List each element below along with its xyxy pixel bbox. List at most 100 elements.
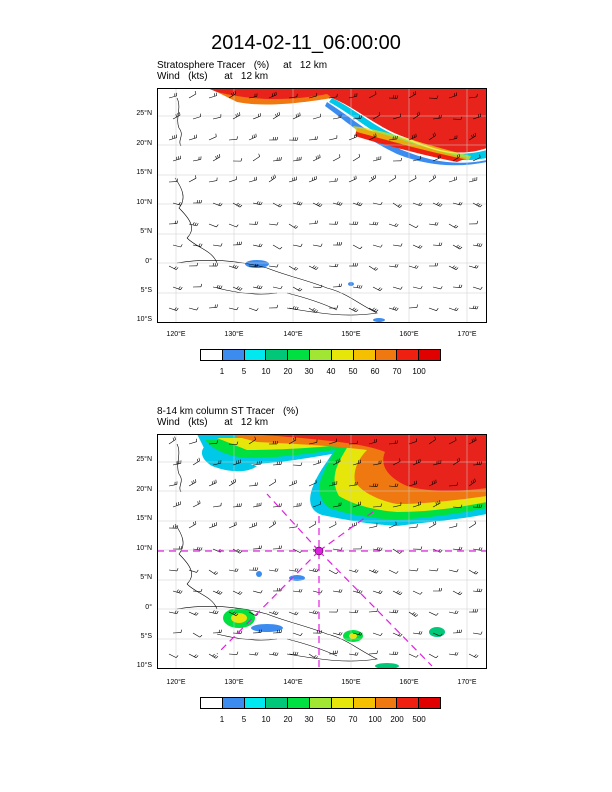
wind-barb-feather bbox=[280, 461, 282, 465]
wind-barb-feather bbox=[317, 155, 319, 159]
wind-barb-feather bbox=[460, 116, 463, 120]
wind-barb-feather bbox=[218, 629, 220, 633]
wind-barb-feather bbox=[334, 263, 337, 267]
wind-barb-feather bbox=[300, 462, 303, 466]
wind-barb bbox=[368, 93, 377, 99]
wind-barb-feather bbox=[356, 569, 359, 573]
wind-barb-feather bbox=[240, 158, 243, 162]
p2-lat-label: 15°N bbox=[136, 515, 152, 522]
p1-coastline bbox=[174, 97, 378, 316]
wind-barb-feather bbox=[319, 204, 323, 207]
wind-barb-feather bbox=[196, 612, 199, 616]
wind-barb bbox=[248, 307, 257, 311]
wind-barb bbox=[292, 548, 301, 553]
wind-barb-feather bbox=[479, 154, 481, 158]
wind-barb-feather bbox=[315, 310, 319, 313]
wind-barb-feather bbox=[276, 461, 278, 465]
p1-gridlines bbox=[157, 88, 487, 323]
wind-barb bbox=[328, 441, 337, 445]
wind-barb-feather bbox=[272, 651, 275, 655]
wind-barb-feather bbox=[394, 223, 397, 227]
wind-barb bbox=[168, 95, 177, 99]
p1-lat-label: 10°S bbox=[136, 316, 152, 323]
wind-barb bbox=[288, 223, 296, 229]
wind-barb-feather bbox=[295, 226, 299, 229]
wind-barb-feather bbox=[418, 202, 421, 206]
wind-barb bbox=[448, 138, 457, 141]
wind-barb bbox=[348, 307, 357, 313]
wind-barb-feather bbox=[420, 546, 423, 550]
wind-barb-feather bbox=[312, 265, 315, 268]
wind-barb-feather bbox=[194, 521, 197, 525]
wind-barb-feather bbox=[296, 568, 299, 572]
wind-barb-feather bbox=[312, 308, 315, 311]
wind-barb-feather bbox=[400, 157, 403, 161]
wind-barb bbox=[168, 611, 177, 614]
wind-barb-feather bbox=[358, 202, 361, 206]
wind-barb-feather bbox=[432, 175, 435, 179]
wind-barb bbox=[408, 136, 417, 141]
wind-barb-feather bbox=[271, 176, 273, 180]
wind-barb bbox=[392, 116, 401, 120]
wind-barb-feather bbox=[191, 481, 193, 485]
wind-barb bbox=[372, 202, 381, 206]
panel2-map-svg bbox=[157, 434, 487, 669]
wind-barb bbox=[412, 504, 421, 508]
wind-barb bbox=[308, 95, 317, 99]
wind-barb bbox=[472, 548, 481, 551]
wind-barb-feather bbox=[176, 589, 179, 593]
wind-barb-feather bbox=[320, 284, 323, 288]
wind-barb bbox=[368, 441, 377, 445]
wind-barb-feather bbox=[440, 588, 443, 592]
wind-barb bbox=[412, 461, 421, 466]
wind-barb-feather bbox=[476, 202, 479, 206]
colorbar-swatch bbox=[419, 350, 440, 360]
wind-barb-feather bbox=[299, 112, 301, 116]
wind-barb-feather bbox=[397, 204, 401, 207]
p1-cb-label: 20 bbox=[283, 367, 293, 376]
wind-barb bbox=[372, 286, 381, 291]
wind-barb-feather bbox=[476, 220, 479, 224]
wind-barb bbox=[348, 569, 357, 573]
wind-barb-feather bbox=[319, 154, 321, 158]
wind-barb bbox=[392, 505, 401, 508]
wind-barb bbox=[208, 442, 217, 445]
wind-barb-feather bbox=[276, 304, 279, 308]
wind-barb-feather bbox=[338, 283, 340, 287]
wind-barb bbox=[212, 505, 221, 508]
colorbar-swatch bbox=[201, 698, 223, 708]
wind-barb-feather bbox=[356, 589, 359, 593]
wind-barb-feather bbox=[278, 545, 280, 549]
wind-barb-feather bbox=[376, 222, 379, 226]
wind-barb-feather bbox=[314, 266, 317, 269]
wind-barb-feather bbox=[338, 242, 341, 246]
wind-barb bbox=[308, 138, 317, 141]
wind-barb bbox=[428, 177, 436, 183]
wind-barb-feather bbox=[460, 547, 463, 551]
wind-barb-feather bbox=[296, 652, 299, 656]
wind-barb-feather bbox=[456, 482, 458, 486]
wind-barb-feather bbox=[276, 264, 279, 268]
wind-barb-feather bbox=[412, 612, 415, 615]
wind-barb-feather bbox=[436, 263, 439, 267]
wind-barb bbox=[428, 439, 436, 445]
wind-barb-feather bbox=[231, 92, 233, 96]
wind-barb-feather bbox=[276, 612, 279, 615]
wind-barb-feather bbox=[413, 613, 417, 616]
wind-barb bbox=[248, 265, 257, 268]
p2-blob bbox=[256, 571, 262, 577]
wind-barb-feather bbox=[459, 592, 463, 596]
wind-barb bbox=[192, 548, 201, 551]
wind-barb bbox=[172, 244, 181, 248]
wind-barb-feather bbox=[294, 306, 297, 310]
wind-barb-feather bbox=[394, 174, 397, 178]
wind-barb-feather bbox=[180, 629, 182, 633]
wind-barb-feather bbox=[272, 136, 275, 141]
wind-barb-feather bbox=[236, 286, 239, 289]
wind-barb-feather bbox=[376, 570, 379, 574]
wind-barb bbox=[372, 158, 381, 162]
p1-lon-label: 170°E bbox=[457, 331, 477, 338]
p1-lon-label: 160°E bbox=[399, 331, 419, 338]
wind-barb-feather bbox=[236, 224, 239, 228]
panel1-subtitle-line1: Stratosphere Tracer (%) at 12 km bbox=[157, 60, 328, 71]
